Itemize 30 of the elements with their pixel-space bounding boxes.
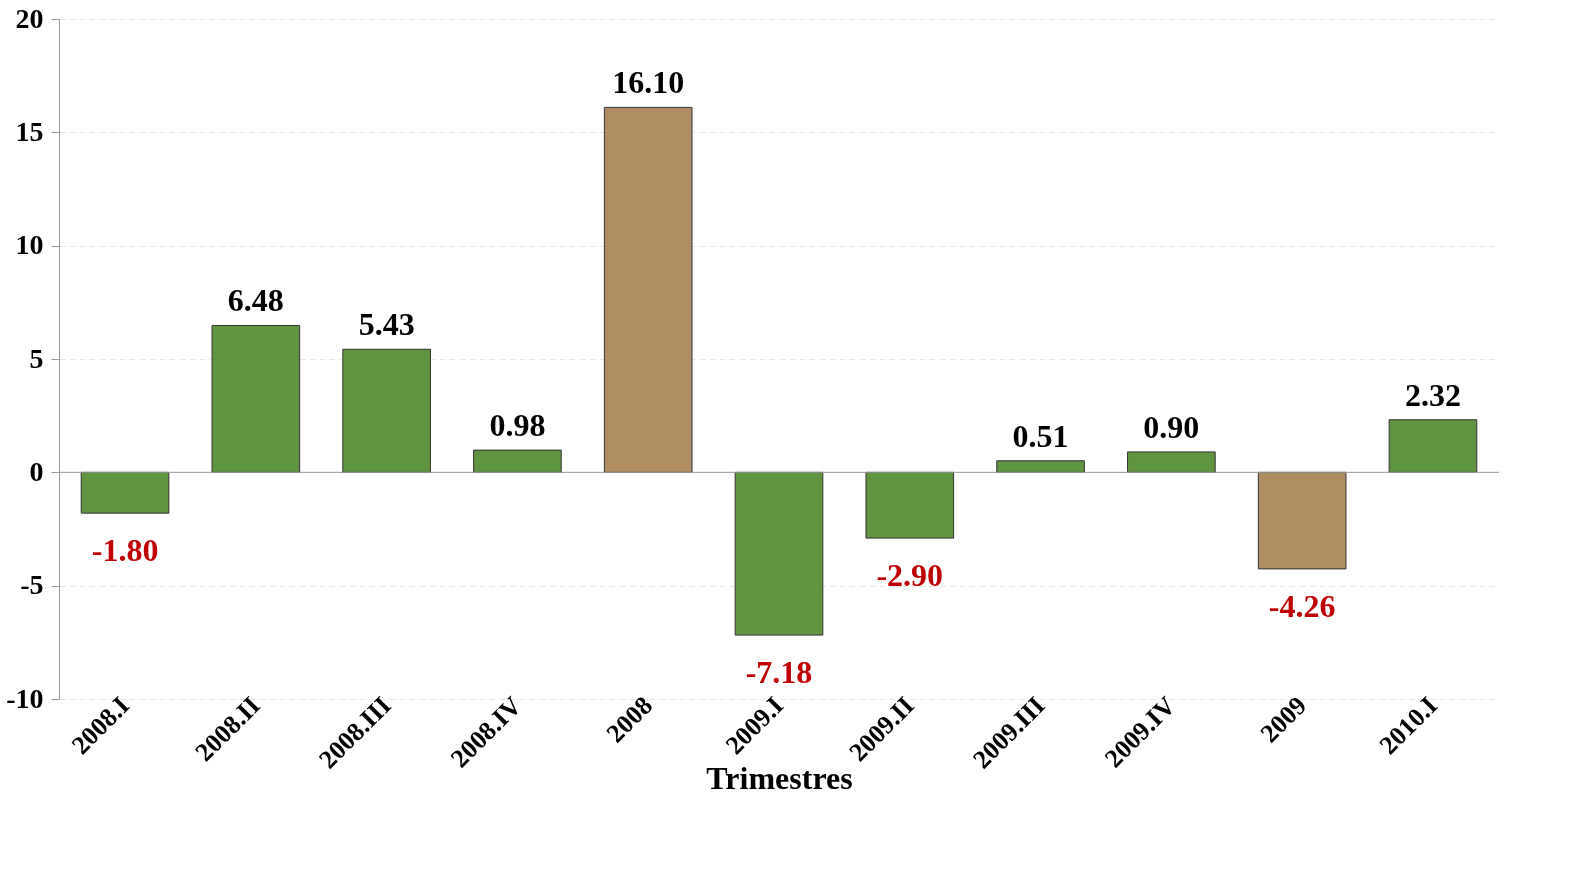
x-axis-title: Trimestres (706, 759, 853, 796)
data-label: -4.26 (1268, 587, 1336, 624)
bar (996, 460, 1085, 473)
data-label: 5.43 (358, 306, 415, 343)
bar (80, 471, 170, 514)
y-tick-label: 15 (15, 115, 44, 147)
bar (734, 471, 824, 636)
bar (1388, 419, 1478, 473)
y-tick-label: 20 (15, 2, 44, 34)
bar (342, 348, 431, 473)
bar (865, 471, 955, 539)
data-label: -2.90 (876, 557, 944, 594)
data-label: 0.51 (1012, 417, 1069, 454)
data-label: 0.90 (1143, 408, 1200, 445)
y-tick-label: 0 (29, 455, 44, 487)
y-tick-label: -10 (6, 682, 44, 714)
data-label: 2.32 (1404, 376, 1461, 413)
data-label: -1.80 (91, 532, 159, 569)
y-tick-label: -5 (20, 569, 44, 601)
data-label: 6.48 (227, 282, 284, 319)
bar (603, 106, 693, 473)
bar (1257, 471, 1347, 570)
y-tick-label: 5 (29, 342, 44, 374)
data-label: -7.18 (745, 654, 813, 691)
data-label: 0.98 (489, 407, 546, 444)
y-tick-label: 10 (15, 229, 44, 261)
bar (473, 449, 562, 473)
bar (1127, 451, 1216, 473)
bar (211, 324, 301, 473)
data-label: 16.10 (612, 64, 685, 101)
